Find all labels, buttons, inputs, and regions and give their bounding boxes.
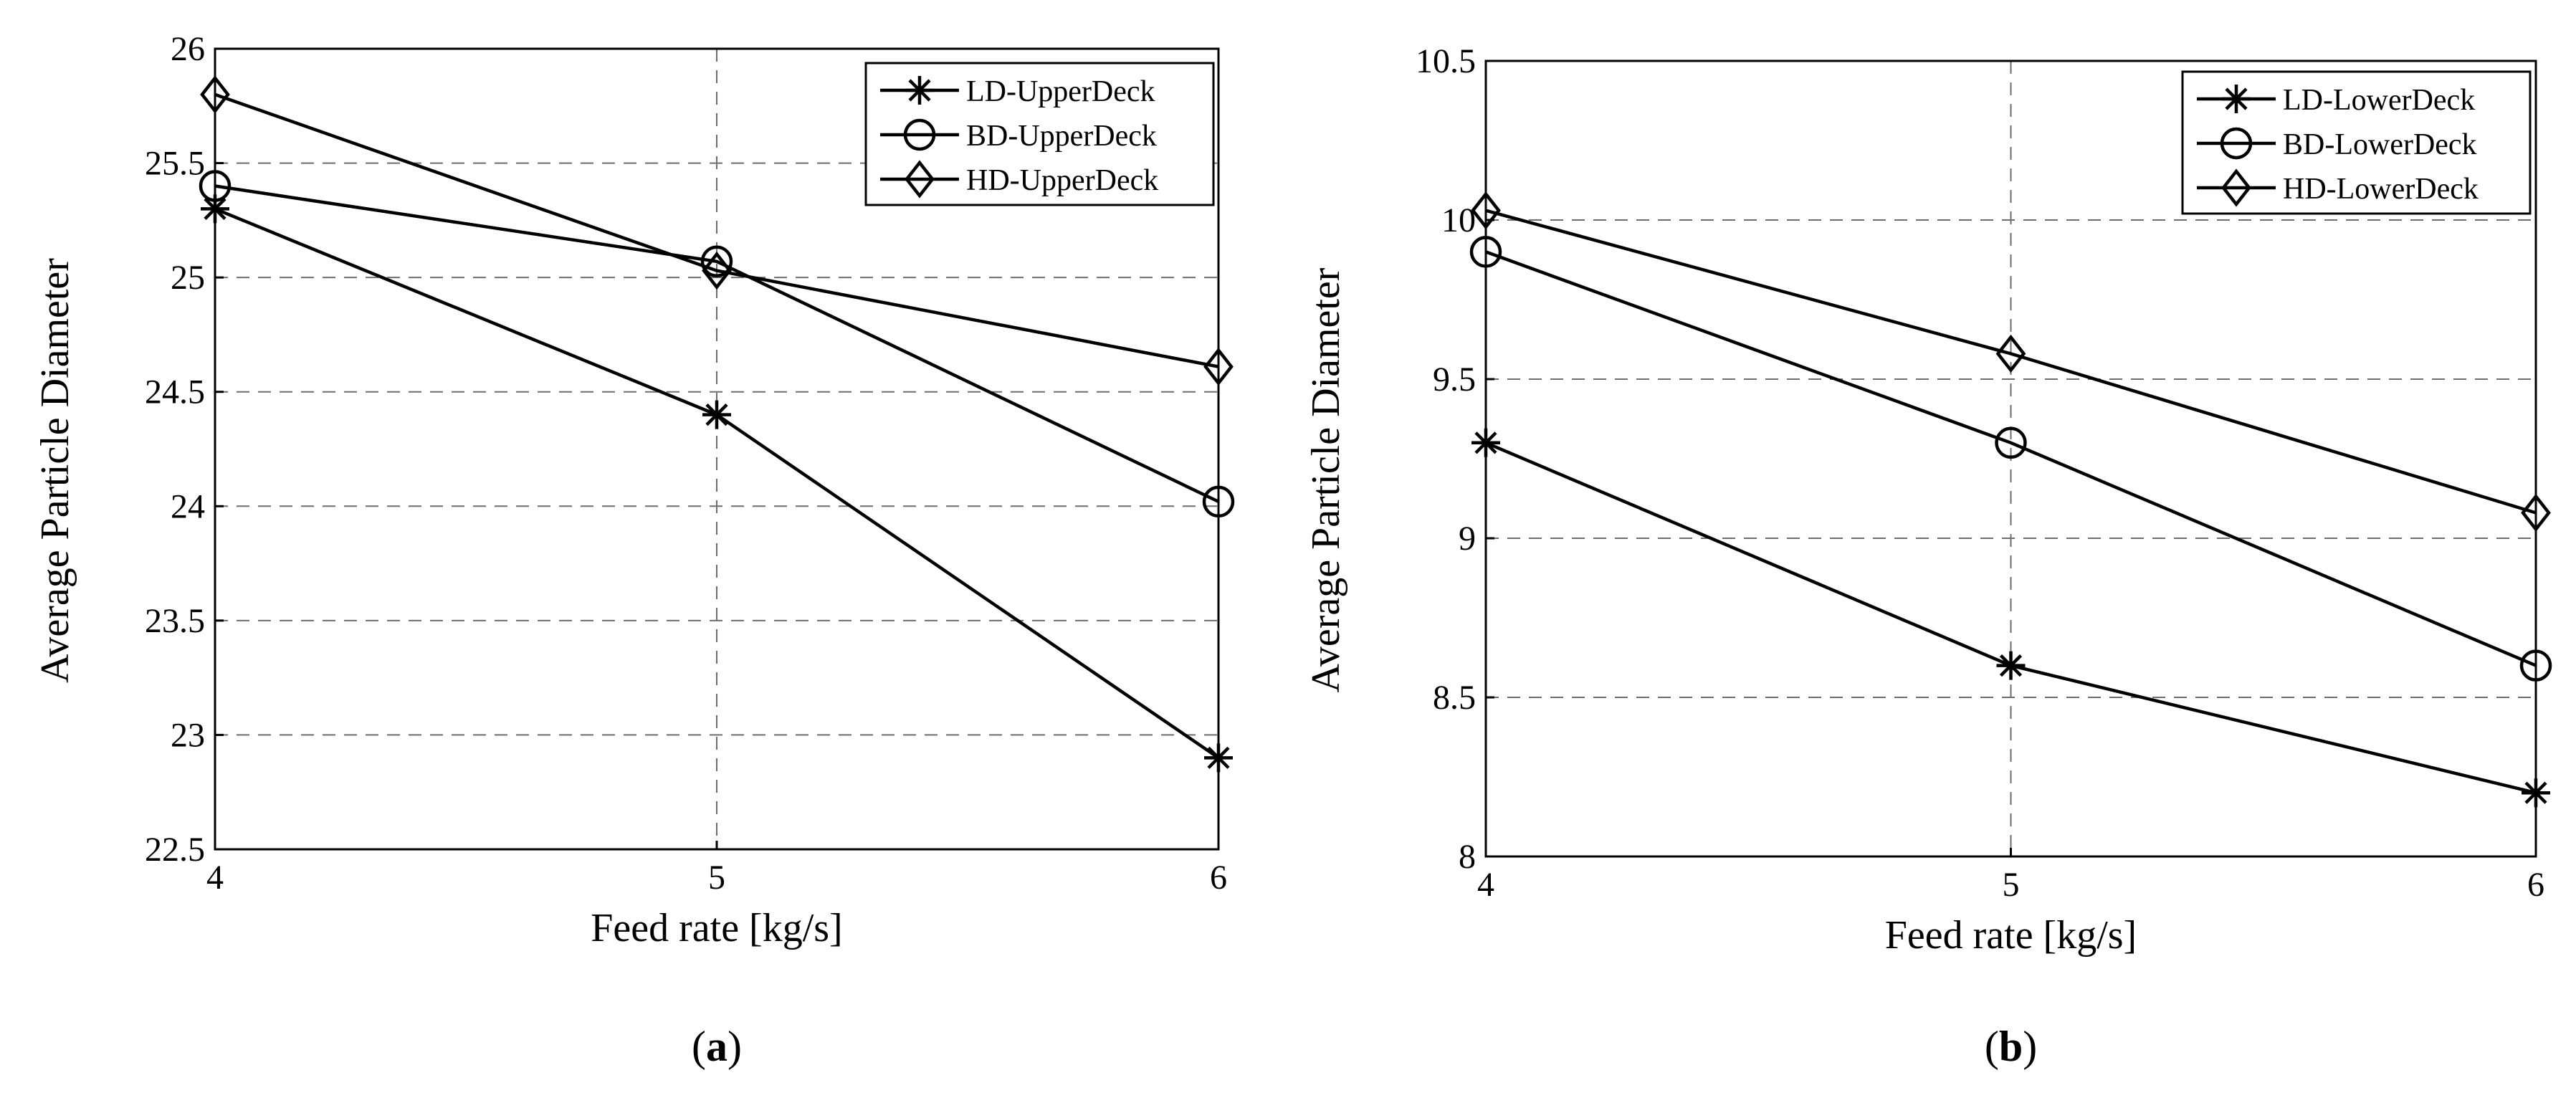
x-axis-title: Feed rate [kg/s] <box>1885 913 2137 958</box>
data-point-diamond <box>2521 493 2551 533</box>
data-point-asterisk <box>2522 778 2550 808</box>
data-point-circle <box>1469 236 1502 268</box>
legend-marker-circle <box>903 118 936 151</box>
legend-entry-label: LD-UpperDeck <box>966 75 1155 108</box>
data-point-diamond <box>702 251 732 290</box>
series-line <box>214 184 1219 503</box>
y-tick-label: 23 <box>171 716 205 754</box>
data-point-asterisk <box>1204 743 1233 773</box>
data-point-circle <box>2519 649 2552 682</box>
legend: LD-UpperDeck BD-UpperDeck HD-UpperDeck <box>864 62 1215 206</box>
legend-marker-circle <box>2220 127 2253 160</box>
panel-label: (b) <box>1985 1023 2037 1070</box>
legend-marker-diamond <box>2221 168 2251 207</box>
panel-label-open-paren: ( <box>1985 1023 1999 1070</box>
x-axis-title: Feed rate [kg/s] <box>591 906 842 950</box>
legend-entry-label: LD-LowerDeck <box>2283 84 2475 117</box>
x-tick-label: 6 <box>2527 866 2544 904</box>
series-LD-LowerDeck <box>1471 428 2550 808</box>
x-tick-label: 5 <box>708 859 725 897</box>
legend-entry-label: HD-LowerDeck <box>2283 173 2479 206</box>
y-tick-label: 10 <box>1441 201 1476 239</box>
y-tick-label: 24.5 <box>145 373 205 411</box>
series-LD-UpperDeck <box>201 194 1233 773</box>
y-tick-label: 8.5 <box>1433 679 1476 717</box>
y-tick-label: 9.5 <box>1433 361 1476 398</box>
y-tick-label: 25.5 <box>145 145 205 183</box>
y-axis-title: Average Particle Diameter <box>1304 267 1348 692</box>
legend-marker-asterisk <box>905 76 934 105</box>
legend-entry-label: BD-UpperDeck <box>966 120 1157 153</box>
series-BD-LowerDeck <box>1469 236 2552 682</box>
data-point-asterisk <box>1996 651 2026 680</box>
data-point-circle <box>199 170 232 202</box>
y-tick-label: 24 <box>171 487 205 525</box>
x-tick-label: 4 <box>1477 866 1494 904</box>
x-tick-label: 4 <box>206 859 224 897</box>
y-tick-label: 10.5 <box>1416 42 1476 80</box>
y-tick-label: 25 <box>171 259 205 297</box>
data-point-diamond <box>200 75 230 114</box>
data-point-asterisk <box>201 194 229 224</box>
legend: LD-LowerDeck BD-LowerDeck HD-LowerDeck <box>2181 70 2532 215</box>
chart-panel-b: 8 8.5 9 9.5 10 10.5 4 5 6 Feed rate [kg/s] Average… <box>1304 42 2552 1070</box>
panel-label-letter: a <box>706 1023 728 1070</box>
y-tick-label: 8 <box>1459 838 1476 876</box>
chart-panel-a: 22.5 23 23.5 24 24.5 25 25.5 26 4 5 6 Feed rate [kg… <box>33 30 1235 1070</box>
series-line <box>1485 250 2537 667</box>
legend-entry-label: HD-UpperDeck <box>966 164 1158 197</box>
x-tick-label: 5 <box>2003 866 2020 904</box>
panel-label-close-paren: ) <box>728 1023 742 1070</box>
panel-label-open-paren: ( <box>692 1023 706 1070</box>
data-point-circle <box>1202 485 1235 518</box>
data-point-circle <box>700 245 733 278</box>
x-tick-label: 6 <box>1210 859 1227 897</box>
y-tick-label: 23.5 <box>145 602 205 640</box>
data-point-asterisk <box>702 400 731 429</box>
y-tick-label: 26 <box>171 30 205 68</box>
data-point-circle <box>1995 426 2027 459</box>
y-tick-label: 9 <box>1459 520 1476 558</box>
legend-entry-label: BD-LowerDeck <box>2283 128 2477 161</box>
series-HD-UpperDeck <box>200 75 1234 386</box>
series-line <box>214 92 1219 368</box>
y-axis-title: Average Particle Diameter <box>33 258 77 683</box>
data-point-diamond <box>1471 191 1501 230</box>
legend-marker-asterisk <box>2222 85 2251 113</box>
panel-label-close-paren: ) <box>2023 1023 2037 1070</box>
legend-marker-diamond <box>905 160 935 199</box>
panel-label: (a) <box>692 1023 742 1070</box>
y-tick-label: 22.5 <box>145 831 205 869</box>
panel-label-letter: b <box>1999 1023 2023 1070</box>
data-point-diamond <box>1203 347 1234 386</box>
series-BD-UpperDeck <box>199 170 1235 518</box>
series-line <box>1485 209 2537 515</box>
series-HD-LowerDeck <box>1471 191 2551 533</box>
data-point-diamond <box>1995 334 2026 373</box>
data-point-asterisk <box>1471 428 1500 457</box>
